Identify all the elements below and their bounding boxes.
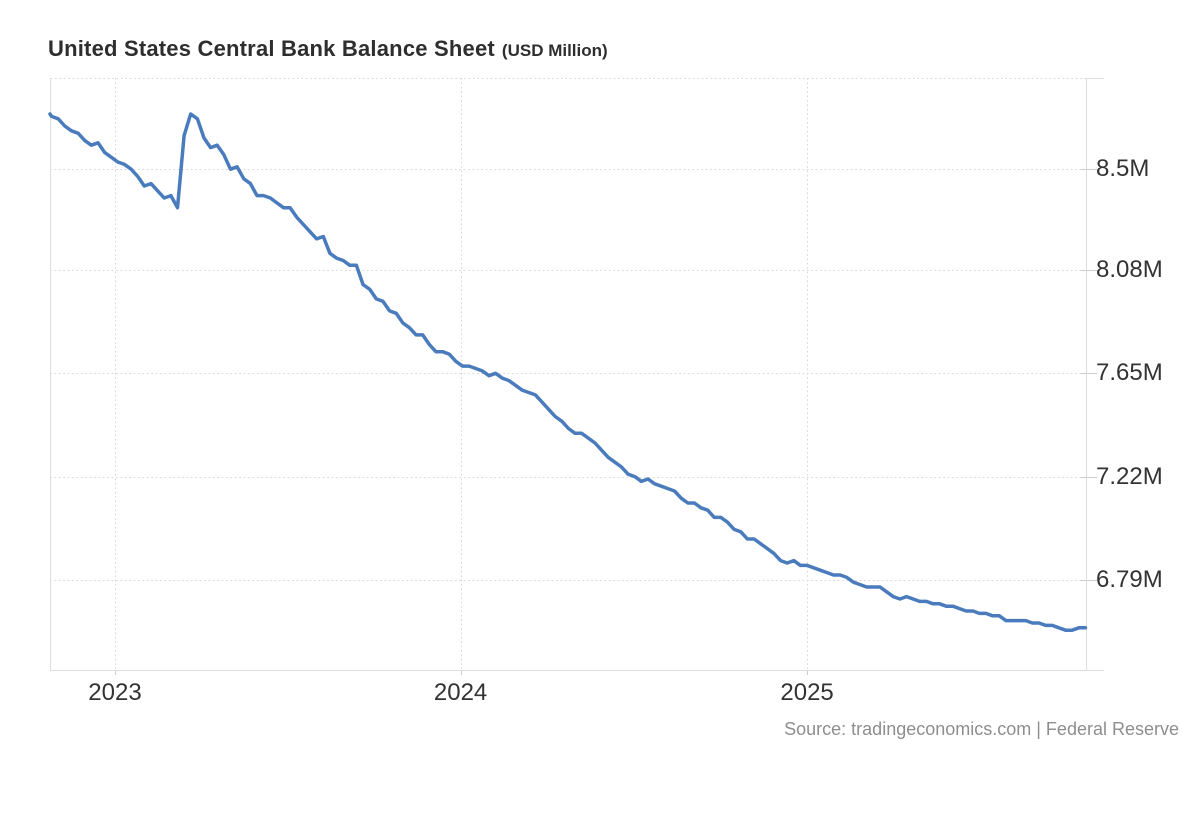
plot-area[interactable] (48, 78, 1104, 675)
balance-sheet-series-line (48, 112, 1088, 632)
x-tick-label: 2023 (88, 679, 142, 706)
chart-title: United States Central Bank Balance Sheet… (48, 36, 608, 62)
chart-title-unit: (USD Million) (501, 41, 608, 60)
y-tick-label: 8.08M (1096, 256, 1163, 284)
x-tick-label: 2025 (780, 679, 834, 706)
y-tick-label: 7.65M (1096, 359, 1163, 387)
y-tick-label: 6.79M (1096, 565, 1163, 593)
source-attribution: Source: tradingeconomics.com | Federal R… (784, 719, 1179, 739)
y-tick-label: 8.5M (1096, 155, 1150, 183)
balance-sheet-line-chart (48, 78, 1104, 675)
chart-title-text: United States Central Bank Balance Sheet (48, 36, 495, 61)
y-tick-label: 7.22M (1096, 462, 1163, 490)
x-tick-label: 2024 (433, 679, 488, 706)
